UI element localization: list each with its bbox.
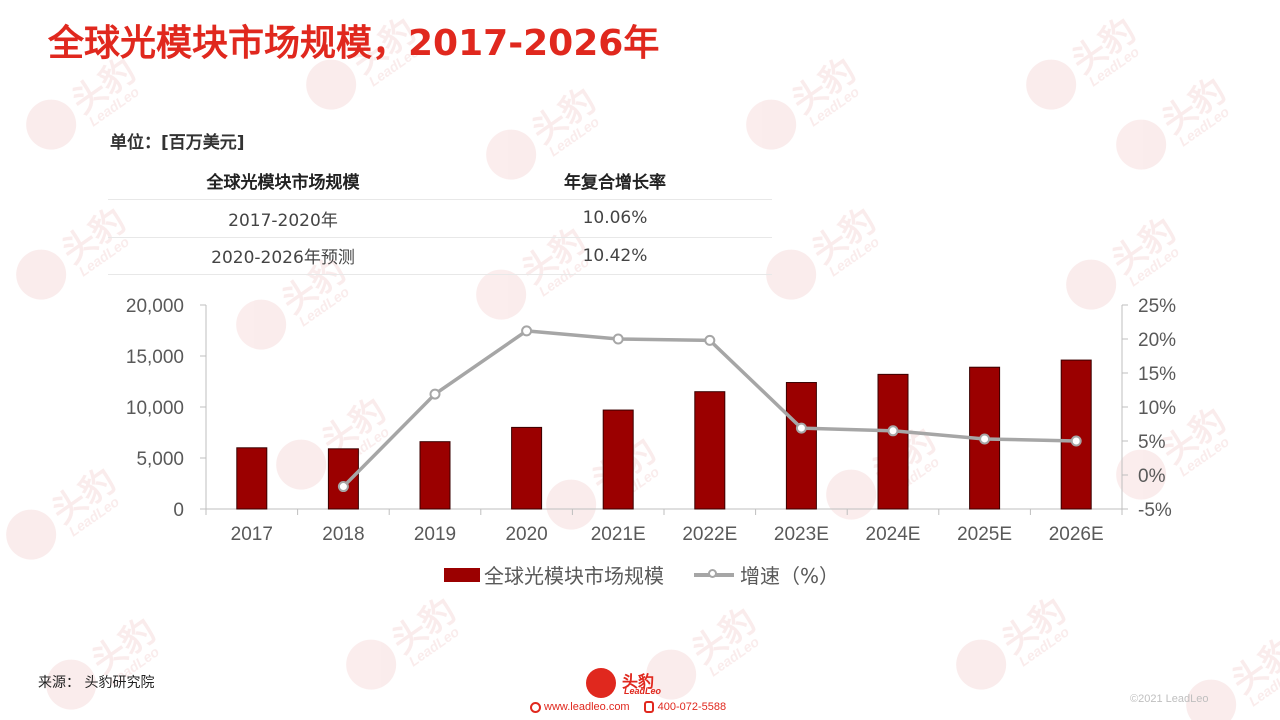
x-tick-label: 2017 (231, 524, 273, 545)
y-left-tick-label: 0 (173, 500, 184, 521)
growth-rate-point (979, 433, 991, 445)
bar-market-size (236, 447, 268, 510)
y-right-tick-label: 10% (1138, 398, 1176, 419)
x-tick-label: 2020 (505, 524, 547, 545)
legend-bar-swatch (444, 567, 480, 582)
table-header-cell: 全球光模块市场规模 (108, 162, 458, 200)
y-left-tick-label: 5,000 (136, 449, 184, 470)
legend-bar-label: 全球光模块市场规模 (484, 564, 664, 588)
bar-market-size (511, 426, 543, 510)
phone-icon (643, 701, 654, 713)
bar-market-size (1060, 359, 1092, 510)
y-left-tick-label: 20,000 (126, 296, 184, 317)
phone-number: 400-072-5588 (657, 701, 727, 713)
copyright: ©2021 LeadLeo (1130, 693, 1209, 705)
growth-rate-point (887, 425, 899, 437)
bar-market-size (327, 448, 359, 510)
brand-en: LeadLeo (624, 686, 662, 696)
x-tick-label: 2026E (1049, 524, 1104, 545)
x-tick-label: 2024E (866, 524, 921, 545)
bar-market-size (694, 391, 726, 510)
table-cell: 2020-2026年预测 (108, 237, 458, 275)
growth-rate-point (337, 481, 349, 493)
chart-legend: 全球光模块市场规模 增速（%） (444, 560, 839, 589)
y-right-tick-label: 0% (1138, 466, 1166, 487)
x-tick-label: 2022E (682, 524, 737, 545)
growth-rate-point (704, 334, 716, 346)
legend-line-label: 增速（%） (740, 564, 840, 588)
footer-logo: 头豹 LeadLeo (586, 668, 672, 700)
bar-market-size (602, 409, 634, 510)
table-cell: 2017-2020年 (108, 199, 458, 238)
brand-cn: 头豹 (622, 672, 655, 691)
bar-market-size (785, 382, 817, 510)
cagr-table: 全球光模块市场规模 年复合增长率 2017-2020年 10.06% 2020-… (108, 162, 772, 275)
leopard-icon (586, 668, 616, 698)
footer-contact: www.leadleo.com 400-072-5588 (530, 701, 726, 713)
growth-rate-point (1070, 435, 1082, 447)
legend-line-swatch (694, 568, 734, 578)
x-tick-label: 2023E (774, 524, 829, 545)
growth-rate-point (521, 325, 533, 337)
y-right-tick-label: 5% (1138, 432, 1166, 453)
page-title: 全球光模块市场规模，2017-2026年 (48, 23, 660, 64)
growth-rate-point (795, 422, 807, 434)
bar-market-size (877, 373, 909, 510)
table-cell: 10.42% (458, 237, 772, 275)
table-header-row: 全球光模块市场规模 年复合增长率 (108, 162, 772, 200)
table-row: 2017-2020年 10.06% (108, 199, 772, 238)
growth-rate-point (429, 388, 441, 400)
table-header-cell: 年复合增长率 (458, 162, 772, 200)
x-tick-label: 2021E (591, 524, 646, 545)
table-row: 2020-2026年预测 10.42% (108, 237, 772, 275)
table-cell: 10.06% (458, 199, 772, 238)
y-right-tick-label: -5% (1138, 500, 1172, 521)
unit-label: 单位：[百万美元] (110, 133, 245, 153)
y-left-tick-label: 15,000 (126, 347, 184, 368)
x-tick-label: 2025E (957, 524, 1012, 545)
source-note: 来源： 头豹研究院 (38, 675, 155, 691)
bar-market-size (419, 441, 451, 510)
website-link[interactable]: www.leadleo.com (544, 701, 630, 713)
x-tick-label: 2019 (414, 524, 456, 545)
x-tick-label: 2018 (322, 524, 364, 545)
growth-rate-point (612, 333, 624, 345)
y-right-tick-label: 20% (1138, 330, 1176, 351)
browser-icon (530, 701, 541, 713)
y-right-tick-label: 15% (1138, 364, 1176, 385)
y-left-tick-label: 10,000 (126, 398, 184, 419)
y-right-tick-label: 25% (1138, 296, 1176, 317)
